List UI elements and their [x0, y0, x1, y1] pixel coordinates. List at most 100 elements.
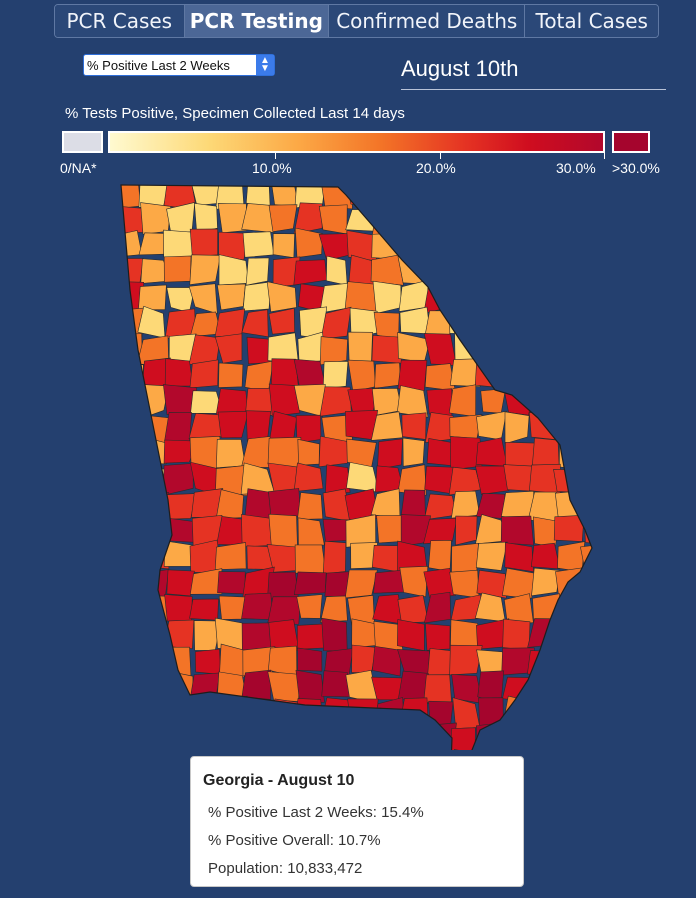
county-area[interactable] — [556, 280, 587, 308]
county-area[interactable] — [503, 206, 534, 230]
county-area[interactable] — [582, 594, 612, 625]
county-area[interactable] — [558, 333, 583, 365]
county-area[interactable] — [162, 646, 192, 677]
county-area[interactable] — [555, 598, 586, 627]
county-area[interactable] — [241, 203, 275, 233]
county-area[interactable] — [505, 441, 536, 469]
county-area[interactable] — [455, 227, 477, 257]
county-area[interactable] — [347, 698, 379, 729]
county-area[interactable] — [584, 279, 613, 310]
county-area[interactable] — [142, 748, 167, 750]
county-area[interactable] — [449, 569, 480, 599]
county-area[interactable] — [475, 465, 510, 495]
county-area[interactable] — [346, 722, 373, 750]
county-area[interactable] — [111, 361, 144, 393]
georgia-county-map[interactable] — [0, 180, 696, 750]
county-area[interactable] — [451, 542, 479, 575]
county-area[interactable] — [138, 284, 167, 311]
county-area[interactable] — [501, 724, 535, 750]
county-area[interactable] — [557, 541, 586, 573]
county-area[interactable] — [424, 412, 454, 443]
county-area[interactable] — [578, 463, 611, 495]
county-area[interactable] — [115, 567, 144, 598]
county-area[interactable] — [582, 259, 611, 288]
county-area[interactable] — [373, 569, 405, 594]
county-area[interactable] — [268, 513, 298, 548]
county-area[interactable] — [320, 697, 352, 727]
county-area[interactable] — [532, 725, 559, 750]
county-area[interactable] — [115, 696, 141, 725]
county-area[interactable] — [399, 306, 431, 335]
county-area[interactable] — [399, 697, 429, 725]
tab-confirmed-deaths[interactable]: Confirmed Deaths — [329, 5, 526, 37]
county-area[interactable] — [320, 182, 353, 210]
county-area[interactable] — [476, 307, 509, 337]
county-area[interactable] — [579, 180, 612, 211]
county-area[interactable] — [403, 206, 426, 234]
county-area[interactable] — [555, 180, 585, 207]
county-area[interactable] — [504, 385, 531, 416]
county-area[interactable] — [500, 515, 534, 546]
county-area[interactable] — [163, 255, 192, 283]
county-area[interactable] — [452, 180, 477, 205]
county-area[interactable] — [245, 257, 270, 286]
county-area[interactable] — [530, 542, 561, 570]
county-area[interactable] — [113, 541, 145, 572]
county-area[interactable] — [451, 256, 481, 282]
county-area[interactable] — [322, 361, 349, 389]
county-area[interactable] — [137, 618, 165, 652]
county-area[interactable] — [214, 308, 246, 337]
county-area[interactable] — [527, 230, 558, 262]
county-area[interactable] — [297, 623, 326, 650]
county-area[interactable] — [214, 542, 247, 570]
county-area[interactable] — [423, 674, 452, 703]
county-area[interactable] — [189, 568, 223, 595]
county-area[interactable] — [136, 569, 170, 598]
county-area[interactable] — [502, 676, 535, 703]
county-area[interactable] — [216, 439, 246, 469]
county-area[interactable] — [397, 180, 430, 209]
county-area[interactable] — [191, 515, 223, 547]
county-area[interactable] — [214, 333, 243, 364]
county-area[interactable] — [501, 256, 534, 287]
county-area[interactable] — [425, 202, 454, 235]
county-area[interactable] — [422, 254, 452, 286]
county-area[interactable] — [113, 383, 143, 414]
county-area[interactable] — [455, 515, 478, 546]
tab-pcr-testing[interactable]: PCR Testing — [184, 5, 330, 37]
county-area[interactable] — [112, 592, 142, 624]
county-area[interactable] — [401, 412, 427, 440]
county-area[interactable] — [505, 233, 533, 262]
county-area[interactable] — [584, 697, 608, 731]
county-area[interactable] — [474, 358, 510, 389]
county-area[interactable] — [163, 439, 197, 464]
county-area[interactable] — [581, 724, 611, 750]
county-area[interactable] — [423, 183, 452, 203]
county-area[interactable] — [527, 650, 559, 678]
county-area[interactable] — [397, 464, 427, 496]
county-area[interactable] — [241, 514, 273, 548]
county-area[interactable] — [344, 569, 378, 599]
county-area[interactable] — [376, 722, 400, 749]
county-area[interactable] — [294, 544, 327, 574]
county-area[interactable] — [370, 254, 404, 286]
county-area[interactable] — [527, 180, 556, 210]
county-area[interactable] — [502, 336, 529, 363]
county-area[interactable] — [270, 180, 299, 208]
county-area[interactable] — [297, 492, 324, 520]
county-area[interactable] — [217, 203, 248, 234]
county-area[interactable] — [370, 488, 401, 519]
county-area[interactable] — [554, 670, 585, 702]
county-area[interactable] — [476, 180, 508, 203]
county-area[interactable] — [218, 362, 244, 388]
county-area[interactable] — [581, 415, 612, 440]
county-area[interactable] — [113, 515, 145, 548]
county-area[interactable] — [480, 338, 503, 360]
county-area[interactable] — [216, 695, 248, 727]
county-area[interactable] — [138, 644, 170, 677]
county-area[interactable] — [137, 492, 169, 518]
county-area[interactable] — [244, 360, 274, 393]
county-area[interactable] — [527, 700, 561, 727]
county-area[interactable] — [553, 256, 587, 283]
county-area[interactable] — [325, 464, 351, 495]
